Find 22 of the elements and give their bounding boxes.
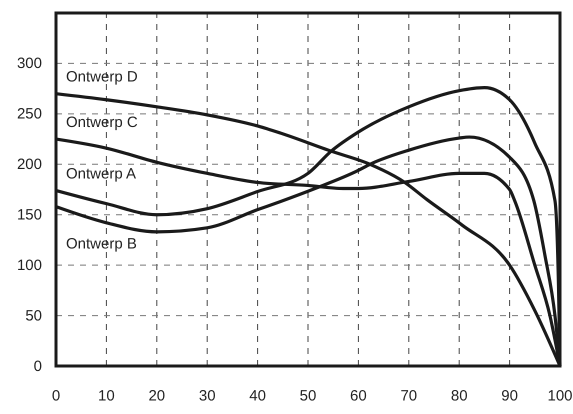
x-tick-label: 30 [198, 388, 216, 405]
y-tick-label: 200 [16, 156, 42, 174]
y-tick-label: 50 [25, 307, 42, 324]
series-label: Ontwerp D [66, 68, 138, 86]
x-tick-label: 90 [501, 388, 518, 405]
y-tick-label: 250 [16, 106, 42, 123]
x-tick-label: 80 [450, 388, 468, 405]
y-tick-label: 150 [16, 206, 42, 224]
x-tick-label: 20 [148, 388, 166, 405]
y-tick-label: 300 [16, 55, 42, 72]
series-label: Ontwerp B [66, 236, 137, 253]
x-tick-label: 0 [52, 388, 60, 405]
x-tick-label: 70 [400, 388, 418, 405]
x-tick-label: 100 [547, 388, 573, 405]
x-tick-label: 10 [98, 388, 115, 405]
y-tick-label: 100 [16, 256, 42, 274]
y-tick-label: 0 [34, 358, 42, 375]
x-tick-label: 60 [350, 388, 367, 405]
x-tick-label: 50 [300, 388, 316, 405]
series-label: Ontwerp A [66, 166, 136, 183]
x-tick-label: 40 [249, 388, 266, 405]
series-label: Ontwerp C [66, 114, 138, 132]
